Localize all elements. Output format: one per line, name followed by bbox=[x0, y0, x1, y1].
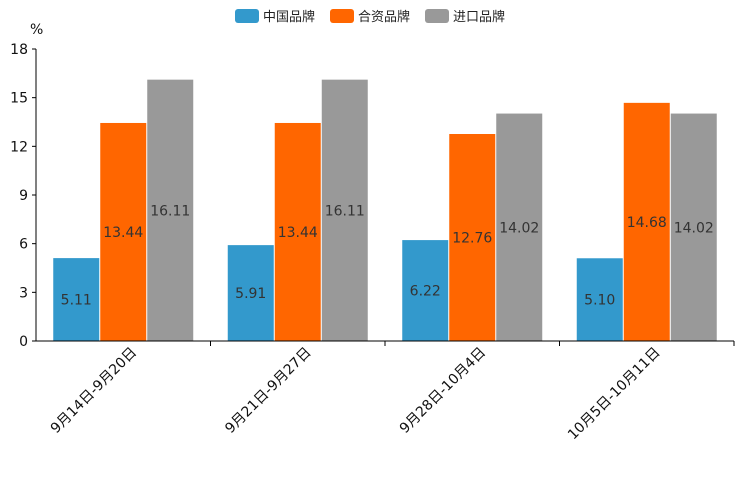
legend-swatch-2 bbox=[330, 9, 354, 23]
x-axis: 9月14日-9月20日 9月21日-9月27日 9月28日-10月4日 10月5日-1… bbox=[36, 340, 735, 444]
bar-series3-cat4 bbox=[670, 113, 717, 341]
y-tick-label: 6 bbox=[19, 237, 28, 253]
bar-value-label: 6.22 bbox=[410, 284, 441, 300]
bar-series1-cat2 bbox=[227, 245, 274, 341]
legend-label-2: 合资品牌 bbox=[358, 9, 410, 25]
legend: 中国品牌 合资品牌 进口品牌 bbox=[235, 9, 505, 25]
y-tick-label: 12 bbox=[10, 139, 28, 155]
bars: 5.11 13.44 16.11 5.91 13.44 16.11 6.22 12.76 14.… bbox=[53, 79, 717, 342]
bar-value-label: 5.10 bbox=[584, 293, 615, 309]
bar-value-label: 14.02 bbox=[499, 220, 539, 236]
y-tick-label: 15 bbox=[10, 91, 28, 107]
x-tick-label: 9月14日-9月20日 bbox=[48, 345, 140, 437]
y-tick-label: 18 bbox=[10, 42, 28, 58]
x-tick-label: 10月5日-10月11日 bbox=[565, 345, 664, 444]
bar-value-label: 13.44 bbox=[278, 225, 318, 241]
bar-series2-cat3 bbox=[449, 134, 496, 341]
bar-series3-cat2 bbox=[321, 79, 368, 341]
x-tick-label: 9月28日-10月4日 bbox=[397, 345, 489, 437]
x-tick-label: 9月21日-9月27日 bbox=[222, 345, 314, 437]
legend-label-1: 中国品牌 bbox=[263, 9, 315, 25]
bar-series2-cat1 bbox=[100, 122, 147, 342]
bar-value-label: 16.11 bbox=[325, 203, 365, 219]
bar-value-label: 12.76 bbox=[452, 231, 492, 247]
bar-series2-cat4 bbox=[623, 102, 670, 341]
y-tick-label: 0 bbox=[19, 334, 28, 350]
bar-series1-cat4 bbox=[576, 258, 623, 341]
bar-series3-cat1 bbox=[147, 79, 194, 341]
bar-series2-cat2 bbox=[274, 122, 321, 342]
bar-series1-cat1 bbox=[53, 258, 100, 341]
legend-label-3: 进口品牌 bbox=[453, 9, 505, 25]
bar-value-label: 5.91 bbox=[235, 286, 266, 302]
bar-value-label: 5.11 bbox=[61, 293, 92, 309]
bar-series3-cat3 bbox=[496, 113, 543, 341]
bar-value-label: 16.11 bbox=[150, 203, 190, 219]
y-axis-unit-label: % bbox=[30, 22, 43, 38]
bar-series1-cat3 bbox=[402, 240, 449, 341]
bar-value-label: 14.02 bbox=[674, 220, 714, 236]
bar-value-label: 14.68 bbox=[627, 215, 667, 231]
bar-value-label: 13.44 bbox=[103, 225, 143, 241]
y-axis: 0 3 6 9 12 15 18 bbox=[10, 42, 37, 350]
y-tick-label: 3 bbox=[19, 285, 28, 301]
y-tick-label: 9 bbox=[19, 188, 28, 204]
legend-swatch-3 bbox=[425, 9, 449, 23]
legend-swatch-1 bbox=[235, 9, 259, 23]
